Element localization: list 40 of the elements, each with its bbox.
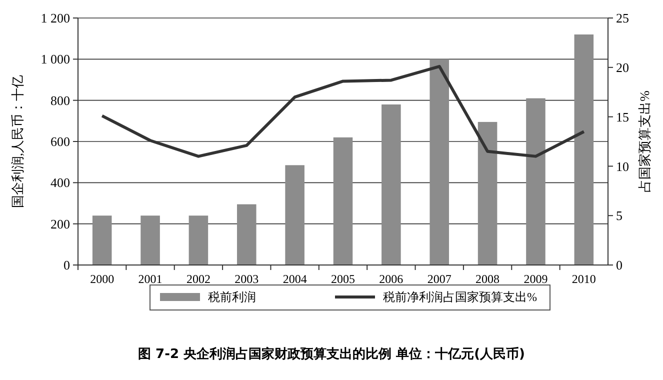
bar <box>526 98 546 265</box>
x-tick-label: 2007 <box>427 272 452 286</box>
y-tick-label: 800 <box>50 92 70 108</box>
y2-tick-label: 20 <box>616 60 629 75</box>
y2-axis-title: 占国家预算支出% <box>637 90 652 192</box>
y2-tick-label: 15 <box>616 109 629 124</box>
y2-tick-label: 10 <box>616 158 629 174</box>
bar <box>92 216 112 265</box>
x-tick-label: 2006 <box>379 272 404 286</box>
y2-tick-label: 5 <box>616 208 622 224</box>
x-tick-label: 2005 <box>331 272 355 286</box>
y-tick-label: 600 <box>50 134 70 150</box>
y-tick-label: 1 000 <box>40 52 70 67</box>
y-tick-label: 400 <box>50 175 70 190</box>
text: 图 7-2 央企利润占国家财政预算支出的比例 单位：十亿元(人民币) <box>138 346 525 362</box>
y2-tick-label: 0 <box>616 258 622 273</box>
bar <box>430 59 449 265</box>
x-tick-label: 2001 <box>138 272 162 286</box>
bar <box>188 216 208 265</box>
x-tick-label: 2008 <box>476 272 500 286</box>
bar <box>478 122 498 265</box>
y-tick-label: 1 200 <box>40 10 70 26</box>
bar <box>382 104 401 265</box>
y-axis-title: 国企利润,人民币：十亿 <box>10 74 25 208</box>
bar <box>285 165 304 265</box>
legend-label: 税前利润 <box>208 290 256 304</box>
x-tick-label: 2010 <box>572 272 596 286</box>
y-tick-label: 0 <box>64 258 70 273</box>
bar <box>333 137 353 265</box>
x-tick-label: 2002 <box>186 272 210 286</box>
x-tick-label: 2000 <box>90 272 114 286</box>
x-tick-label: 2009 <box>524 272 548 286</box>
bar <box>574 34 594 265</box>
y-tick-label: 200 <box>50 216 70 232</box>
x-tick-label: 2004 <box>282 272 307 286</box>
bar <box>237 204 256 265</box>
bar <box>140 216 160 265</box>
x-tick-label: 2003 <box>234 272 259 286</box>
legend-label: 税前净利润占国家预算支出% <box>383 290 537 304</box>
y2-tick-label: 25 <box>616 10 629 26</box>
